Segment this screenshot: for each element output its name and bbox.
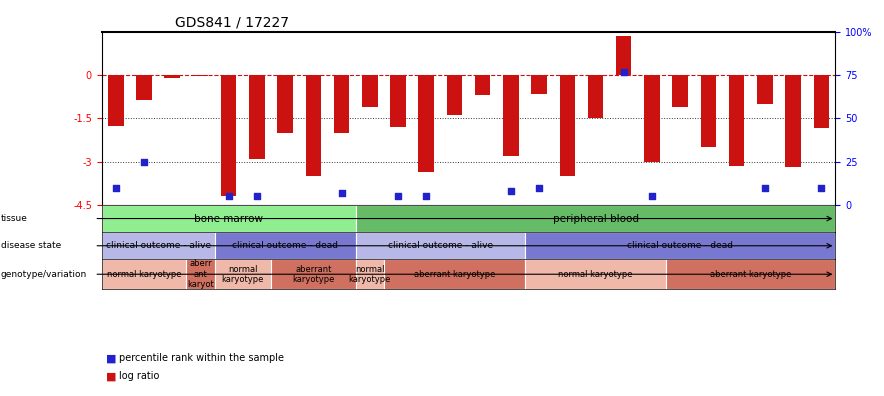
Bar	[102, 259, 187, 289]
Point	[222, 193, 236, 200]
Point	[814, 185, 828, 191]
Point	[137, 158, 151, 165]
Text: normal karyotype: normal karyotype	[107, 270, 181, 279]
Bar	[164, 75, 180, 78]
Bar	[673, 75, 688, 107]
Bar	[136, 75, 152, 99]
Point	[334, 190, 348, 196]
Text: aberrant
karyotype: aberrant karyotype	[292, 265, 334, 284]
Text: ■: ■	[106, 353, 117, 364]
Bar	[616, 36, 631, 75]
Bar	[215, 232, 355, 259]
Point	[250, 193, 264, 200]
Bar	[418, 75, 434, 172]
Point	[391, 193, 405, 200]
Bar	[390, 75, 406, 127]
Bar	[355, 259, 384, 289]
Text: aberrant karyotype: aberrant karyotype	[710, 270, 791, 279]
Point	[617, 69, 631, 75]
Text: clinical outcome - dead: clinical outcome - dead	[627, 241, 733, 250]
Bar	[102, 205, 355, 232]
Bar	[384, 259, 525, 289]
Bar	[334, 75, 349, 133]
Point	[504, 188, 518, 194]
Text: bone marrow: bone marrow	[194, 213, 263, 224]
Bar	[355, 232, 525, 259]
Text: disease state: disease state	[1, 241, 61, 250]
Point	[645, 193, 659, 200]
Point	[758, 185, 772, 191]
Bar	[446, 75, 462, 115]
Bar	[666, 259, 835, 289]
Text: tissue: tissue	[1, 214, 27, 223]
Bar	[525, 232, 835, 259]
Bar	[728, 75, 744, 166]
Bar	[531, 75, 547, 94]
Bar	[503, 75, 519, 156]
Point	[532, 185, 546, 191]
Point	[109, 185, 123, 191]
Text: ■: ■	[106, 371, 117, 381]
Bar	[588, 75, 603, 118]
Text: percentile rank within the sample: percentile rank within the sample	[119, 353, 285, 364]
Text: peripheral blood: peripheral blood	[552, 213, 638, 224]
Bar	[362, 75, 377, 107]
Bar	[525, 259, 666, 289]
Bar	[108, 75, 124, 126]
Point	[419, 193, 433, 200]
Bar	[475, 75, 491, 95]
Bar	[757, 75, 773, 104]
Bar	[278, 75, 293, 133]
Bar	[644, 75, 659, 162]
Text: normal
karyotype: normal karyotype	[222, 265, 264, 284]
Text: clinical outcome - dead: clinical outcome - dead	[232, 241, 338, 250]
Text: aberr
ant
karyot: aberr ant karyot	[187, 259, 214, 289]
Text: normal karyotype: normal karyotype	[559, 270, 633, 279]
Text: genotype/variation: genotype/variation	[1, 270, 88, 279]
Text: clinical outcome - alive: clinical outcome - alive	[105, 241, 210, 250]
Text: GDS841 / 17227: GDS841 / 17227	[175, 15, 289, 29]
Bar	[271, 259, 355, 289]
Bar	[355, 205, 835, 232]
Text: aberrant karyotype: aberrant karyotype	[414, 270, 495, 279]
Bar	[813, 75, 829, 128]
Bar	[187, 259, 215, 289]
Bar	[221, 75, 236, 196]
Bar	[249, 75, 264, 159]
Text: log ratio: log ratio	[119, 371, 160, 381]
Text: normal
karyotype: normal karyotype	[348, 265, 391, 284]
Bar	[701, 75, 716, 147]
Bar	[193, 75, 209, 76]
Bar	[306, 75, 321, 176]
Bar	[102, 232, 215, 259]
Bar	[215, 259, 271, 289]
Bar	[560, 75, 575, 176]
Bar	[785, 75, 801, 168]
Text: clinical outcome - alive: clinical outcome - alive	[388, 241, 493, 250]
